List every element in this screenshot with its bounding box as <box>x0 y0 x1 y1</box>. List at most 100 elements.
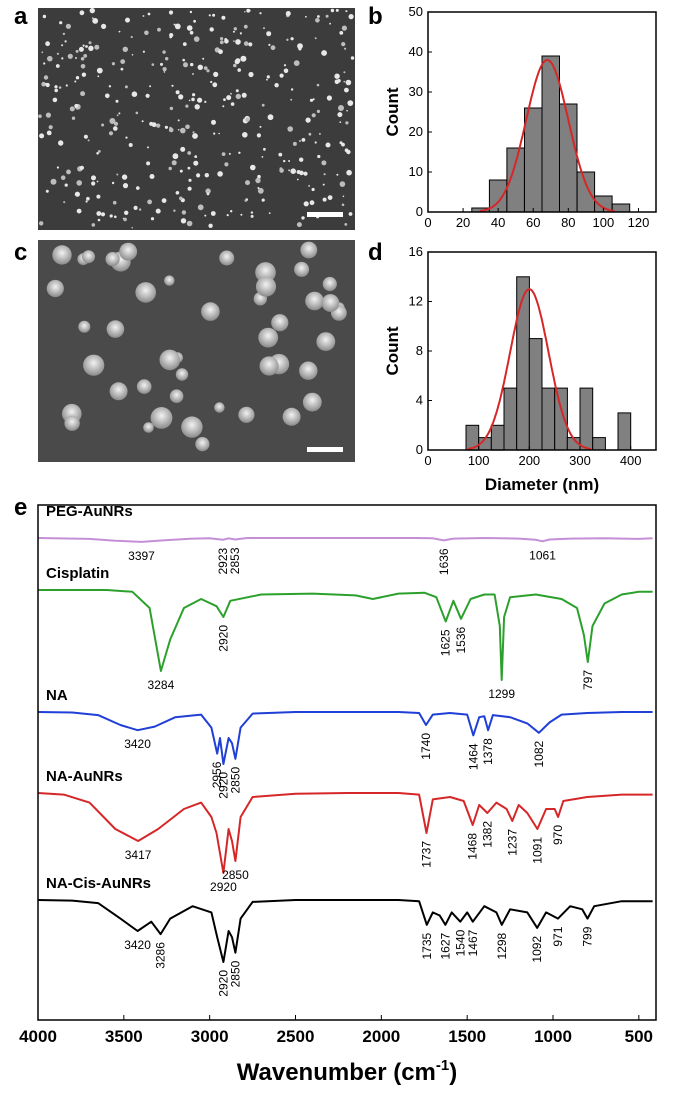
panel-letter-d: d <box>368 239 383 266</box>
sem-particle <box>194 104 200 110</box>
sem-particle <box>224 162 229 167</box>
sem-particle <box>219 40 224 45</box>
sem-particle <box>257 187 264 194</box>
sem-particle <box>316 109 320 113</box>
sem-particle <box>197 204 204 211</box>
sem-particle <box>75 76 80 80</box>
sem-particle <box>171 160 177 166</box>
sem-particle <box>290 168 297 174</box>
x-tick-label: 3500 <box>105 1027 143 1046</box>
sem-particle <box>178 94 184 100</box>
sem-particle <box>348 212 353 216</box>
sem-particle <box>59 21 63 25</box>
sem-particle <box>321 294 340 312</box>
sem-particle <box>290 98 293 101</box>
peak-label: 1082 <box>532 740 546 767</box>
sem-particle <box>325 14 329 18</box>
sem-particle <box>233 40 235 42</box>
sem-particle <box>175 191 180 195</box>
sem-particle <box>250 214 254 218</box>
sem-particles-c <box>46 241 347 452</box>
x-axis-label: Wavenumber (cm-1) <box>237 1057 458 1086</box>
sem-particle <box>172 153 179 160</box>
sem-particle <box>308 184 311 187</box>
sem-particle <box>342 195 345 198</box>
sem-particle <box>182 58 185 62</box>
panel-letter-b: b <box>368 3 383 30</box>
sem-particle <box>85 200 88 203</box>
sem-particle <box>192 93 196 97</box>
sem-particle <box>64 415 80 431</box>
peak-label: 1237 <box>505 829 519 856</box>
peak-label: 2853 <box>228 547 242 574</box>
sem-particle <box>76 180 82 186</box>
sem-particle <box>131 54 134 56</box>
sem-particle <box>83 134 88 139</box>
sem-particle <box>322 197 327 202</box>
sem-particle <box>74 80 77 83</box>
sem-particle <box>96 194 101 199</box>
sem-particle <box>299 140 301 142</box>
sem-particle <box>218 132 220 135</box>
sem-particle <box>147 12 151 16</box>
peak-label: 970 <box>551 825 565 845</box>
sem-particle <box>336 173 339 176</box>
sem-particle <box>256 133 261 138</box>
sem-particle <box>323 173 326 176</box>
peak-label: 1299 <box>488 687 515 701</box>
sem-particle <box>85 45 88 48</box>
sem-particle <box>194 155 198 159</box>
sem-particle <box>112 200 117 205</box>
sem-particle <box>187 186 192 191</box>
x-axis-label: Diameter (nm) <box>485 475 599 494</box>
sem-particle <box>283 68 289 74</box>
sem-particle <box>301 216 305 220</box>
sem-particle <box>155 208 161 214</box>
x-tick-label: 100 <box>593 215 615 230</box>
sem-particle <box>189 30 194 35</box>
sem-particle <box>96 211 102 216</box>
sem-particle <box>168 166 172 171</box>
sem-particle <box>109 118 116 124</box>
sem-particle <box>75 49 79 53</box>
sem-particle <box>271 314 289 332</box>
peak-label: 2920 <box>216 772 230 799</box>
peak-label: 2920 <box>216 625 230 652</box>
sem-particle <box>222 105 225 108</box>
sem-particle <box>116 173 119 176</box>
sem-particle <box>344 87 349 93</box>
peak-label: 799 <box>581 926 595 946</box>
histogram-bar <box>541 387 556 451</box>
sem-particle <box>326 95 332 101</box>
sem-particle <box>125 17 130 23</box>
sem-particle <box>138 208 142 211</box>
sem-particle <box>248 71 254 78</box>
sem-particle <box>136 379 152 394</box>
sem-particle <box>168 10 174 15</box>
sem-particle <box>317 15 320 18</box>
sem-particle <box>91 17 94 20</box>
sem-particle <box>309 200 315 206</box>
sem-particle <box>305 15 307 18</box>
sem-particle <box>299 170 304 176</box>
sem-particle <box>147 199 153 205</box>
peak-label: 2850 <box>222 868 249 882</box>
sem-particle <box>92 18 99 24</box>
sem-particle <box>41 81 46 87</box>
x-tick-label: 400 <box>620 453 642 468</box>
sem-particle <box>305 117 311 123</box>
peak-label: 1536 <box>454 626 468 653</box>
sem-particle <box>65 23 71 29</box>
sem-particle <box>125 136 128 139</box>
sem-particle <box>131 226 133 229</box>
sem-particle <box>257 174 261 179</box>
histogram-bar <box>554 387 568 451</box>
sem-particle <box>101 123 105 127</box>
sem-particle <box>192 73 194 75</box>
sem-particle <box>87 139 90 142</box>
sem-particle <box>346 109 348 112</box>
sem-particle <box>230 92 232 95</box>
spectrum-cisplatin: Cisplatin 3284 2920 1625 1536 1299 797 <box>38 565 653 701</box>
sem-particle <box>61 57 64 60</box>
sem-particle <box>318 132 321 135</box>
